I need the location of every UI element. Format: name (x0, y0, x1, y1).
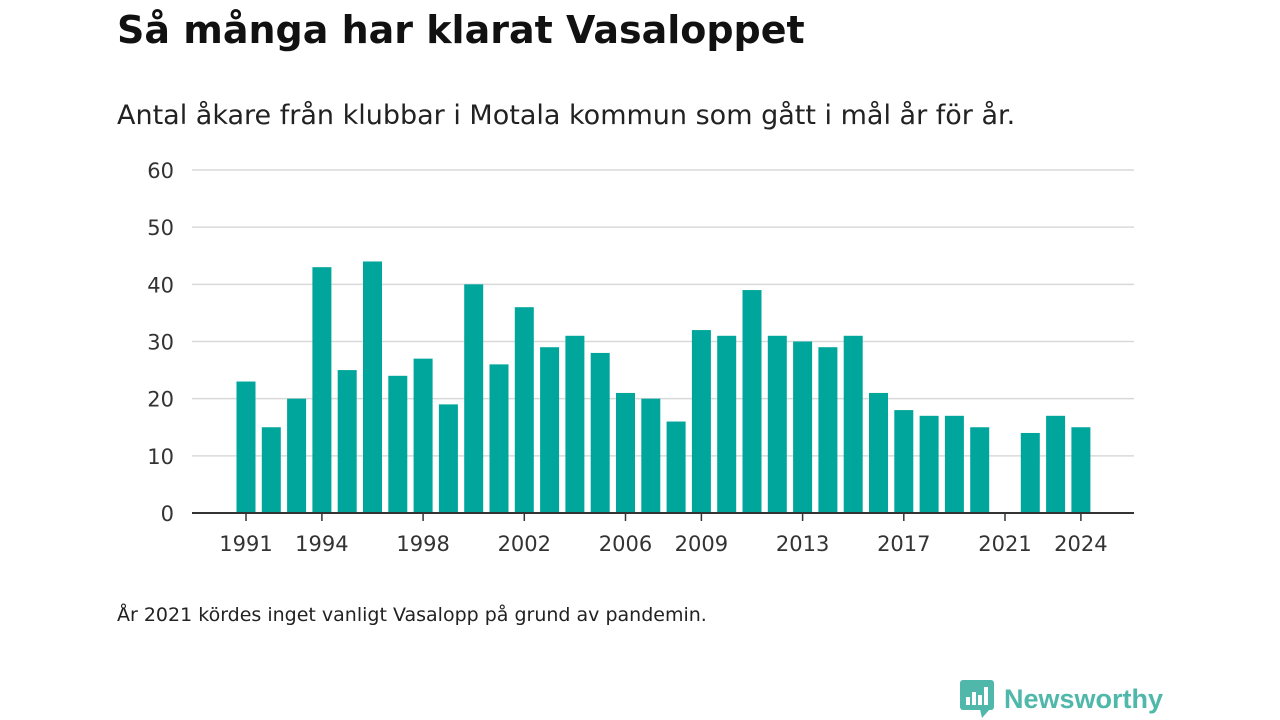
bar (236, 381, 256, 513)
bar (413, 358, 433, 513)
bar (337, 370, 357, 513)
y-tick-label: 50 (147, 216, 174, 240)
bar (717, 335, 737, 513)
x-tick-label: 2009 (675, 532, 728, 556)
y-tick-label: 20 (147, 388, 174, 412)
x-tick-label: 2024 (1054, 532, 1107, 556)
bar (388, 375, 408, 513)
bar (767, 335, 787, 513)
bar (540, 347, 560, 513)
bar (590, 352, 610, 513)
bar (742, 290, 762, 513)
y-axis-ticks: 0 10 20 30 40 50 60 (147, 159, 174, 526)
y-tick-label: 40 (147, 273, 174, 297)
y-tick-label: 0 (161, 502, 174, 526)
bar (793, 341, 813, 513)
bar (616, 392, 635, 513)
bar (970, 427, 990, 513)
y-tick-label: 10 (147, 445, 174, 469)
bar (261, 427, 281, 513)
bar (489, 364, 509, 513)
bar (1020, 432, 1040, 513)
bar (1071, 427, 1091, 513)
bar-chart: 0 10 20 30 40 50 60 1991 1994 1998 2002 2006 2009 20… (147, 159, 1134, 556)
bar (363, 261, 382, 513)
x-tick-label: 1991 (219, 532, 272, 556)
bar (818, 347, 838, 513)
x-tick-label: 2002 (498, 532, 551, 556)
bar (287, 398, 307, 513)
newsworthy-logo-icon (960, 680, 994, 718)
chart-subtitle: Antal åkare från klubbar i Motala kommun… (117, 100, 1016, 131)
bar (691, 330, 711, 513)
bar (843, 335, 863, 513)
bar (944, 415, 964, 513)
bar (894, 410, 914, 513)
chart-title: Så många har klarat Vasaloppet (117, 8, 805, 52)
y-tick-label: 60 (147, 159, 174, 183)
brand-name: Newsworthy (1004, 683, 1164, 714)
bar (919, 415, 939, 513)
x-tick-label: 1994 (295, 532, 348, 556)
x-tick-label: 2021 (978, 532, 1031, 556)
bar (565, 335, 585, 513)
x-tick-label: 2013 (776, 532, 829, 556)
bar (514, 307, 534, 513)
bar (641, 398, 661, 513)
bar (312, 267, 332, 513)
x-tick-label: 2017 (877, 532, 930, 556)
bar (1046, 415, 1066, 513)
brand-logo: Newsworthy (960, 680, 1163, 718)
bar (666, 421, 686, 513)
x-tick-label: 1998 (396, 532, 449, 556)
x-tick-label: 2006 (599, 532, 652, 556)
footnote: År 2021 kördes inget vanligt Vasalopp på… (117, 604, 707, 626)
bar (438, 404, 458, 513)
bar (869, 392, 888, 513)
bar (464, 284, 484, 513)
y-tick-label: 30 (147, 331, 174, 355)
x-axis-ticks: 1991 1994 1998 2002 2006 2009 2013 2017 2021 2024 (219, 513, 1108, 556)
bars (236, 261, 1091, 513)
grid-lines (192, 169, 1134, 457)
